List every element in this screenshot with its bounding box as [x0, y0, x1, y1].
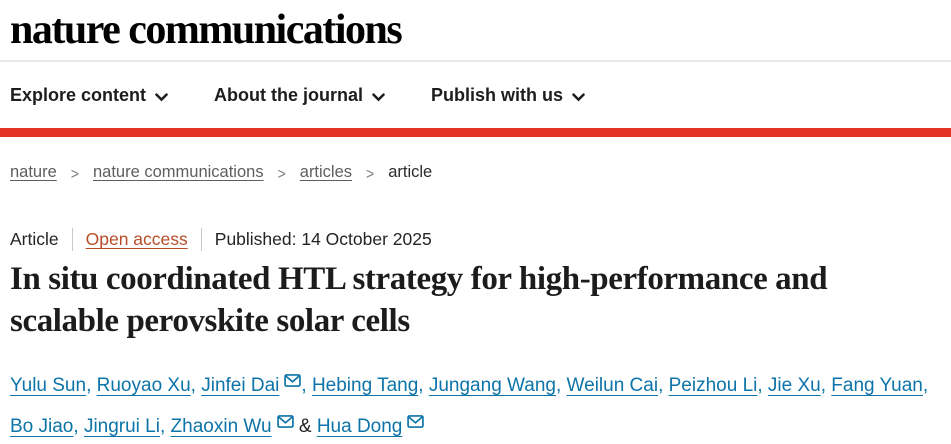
email-icon[interactable]: [407, 402, 425, 443]
nav-item-label: About the journal: [214, 85, 364, 106]
chevron-down-icon: [372, 93, 385, 102]
meta-divider: [200, 228, 202, 252]
author-link-jingrui-li[interactable]: Jingrui Li: [83, 415, 160, 437]
author-link-jie-xu[interactable]: Jie Xu: [767, 374, 821, 396]
breadcrumb-item-article: article: [388, 163, 433, 182]
article-content: nature > nature communications > articles > ar…: [0, 163, 951, 444]
author-link-peizhou-li[interactable]: Peizhou Li: [668, 374, 758, 396]
open-access-link[interactable]: Open access: [85, 229, 188, 250]
author-link-jinfei-dai[interactable]: Jinfei Dai: [201, 374, 280, 396]
chevron-down-icon: [572, 93, 585, 102]
author-separator: ,: [418, 374, 429, 396]
breadcrumb: nature > nature communications > articles > ar…: [10, 163, 941, 182]
breadcrumb-item-articles[interactable]: articles: [299, 163, 353, 182]
author-separator: ,: [159, 415, 171, 437]
author-separator: ,: [190, 374, 202, 396]
breadcrumb-separator-icon: >: [70, 163, 79, 183]
nav-item-publish-with-us[interactable]: Publish with us: [431, 85, 585, 106]
author-link-jungang-wang[interactable]: Jungang Wang: [428, 374, 556, 396]
author-link-ruoyao-xu[interactable]: Ruoyao Xu: [96, 374, 191, 396]
nav-item-explore-content[interactable]: Explore content: [10, 85, 168, 106]
author-separator: ,: [757, 374, 768, 396]
nav-item-about-the-journal[interactable]: About the journal: [214, 85, 385, 106]
breadcrumb-item-nature-communications[interactable]: nature communications: [92, 163, 264, 182]
author-separator: ,: [555, 374, 567, 396]
breadcrumb-separator-icon: >: [366, 163, 375, 183]
nav-item-label: Publish with us: [431, 85, 564, 106]
author-separator: ,: [820, 374, 832, 396]
author-separator: ,: [301, 374, 312, 396]
main-nav: Explore content About the journal Publish …: [0, 62, 951, 128]
author-separator: ,: [73, 415, 84, 437]
envelope-icon: [407, 415, 425, 429]
envelope-icon: [276, 415, 294, 429]
author-separator: ,: [922, 374, 929, 396]
envelope-icon: [284, 374, 302, 388]
author-link-yulu-sun[interactable]: Yulu Sun: [10, 374, 87, 396]
breadcrumb-separator-icon: >: [277, 163, 286, 183]
article-title: In situ coordinated HTL strategy for hig…: [10, 261, 828, 339]
meta-divider: [71, 228, 73, 252]
nav-item-label: Explore content: [10, 85, 147, 106]
author-link-weilun-cai[interactable]: Weilun Cai: [566, 374, 659, 396]
article-type-label: Article: [10, 229, 59, 250]
author-link-fang-yuan[interactable]: Fang Yuan: [831, 374, 923, 396]
published-date: Published: 14 October 2025: [214, 229, 432, 250]
journal-logo[interactable]: nature communications: [10, 7, 403, 53]
author-separator: ,: [86, 374, 97, 396]
author-separator: ,: [658, 374, 669, 396]
article-meta: Article Open access Published: 14 Octobe…: [10, 228, 941, 252]
author-list: Yulu Sun, Ruoyao Xu, Jinfei Dai, Hebing …: [10, 366, 941, 444]
author-link-hua-dong[interactable]: Hua Dong: [316, 415, 403, 437]
author-ampersand: &: [293, 415, 317, 437]
email-icon[interactable]: [276, 402, 294, 443]
author-link-zhaoxin-wu[interactable]: Zhaoxin Wu: [170, 415, 272, 437]
email-icon[interactable]: [284, 361, 302, 402]
author-link-hebing-tang[interactable]: Hebing Tang: [311, 374, 419, 396]
breadcrumb-item-nature[interactable]: nature: [10, 163, 57, 182]
chevron-down-icon: [155, 93, 168, 102]
journal-header: nature communications: [0, 0, 951, 63]
accent-bar: [0, 128, 951, 138]
author-link-bo-jiao[interactable]: Bo Jiao: [10, 415, 74, 437]
